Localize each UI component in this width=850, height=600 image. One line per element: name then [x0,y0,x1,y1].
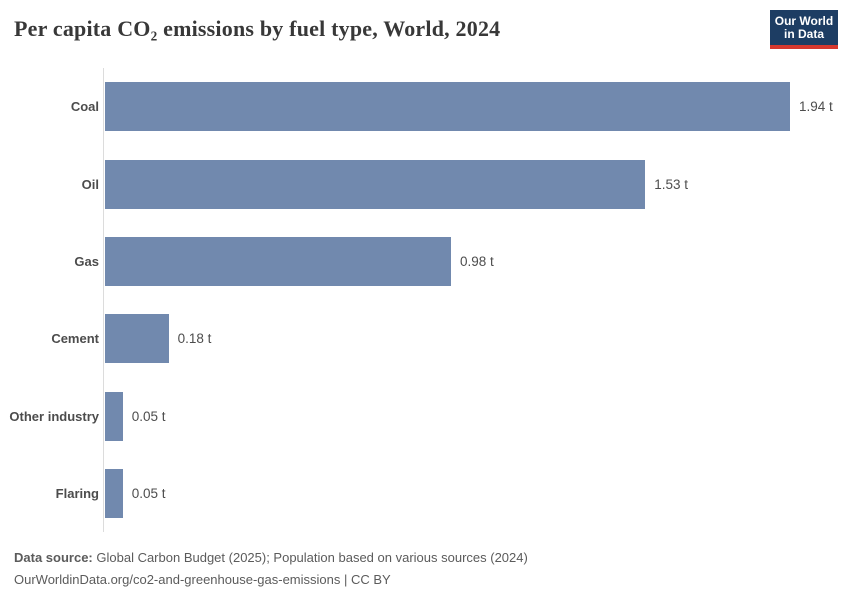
bar-zone: 1.94 t [105,82,833,132]
bar-row: Flaring 0.05 t [0,455,850,532]
bar-zone: 0.98 t [105,236,494,286]
category-label: Oil [81,176,99,192]
bar-zone: 0.18 t [105,314,212,364]
bar [105,159,646,209]
category-label: Flaring [55,486,99,502]
bar [105,314,169,364]
chart-footer: Data source: Global Carbon Budget (2025)… [14,547,528,591]
bar-rows: Coal 1.94 t Oil 1.53 t Gas 0.98 t Cement 0.18 t… [0,68,850,532]
bar-row: Other industry 0.05 t [0,378,850,455]
owid-logo: Our World in Data [770,10,838,49]
category-label: Gas [74,253,99,269]
value-label: 1.94 t [799,99,833,115]
value-label: 0.05 t [131,486,166,502]
category-label: Cement [51,331,99,347]
bar-zone: 0.05 t [105,391,166,441]
data-source-line: Data source: Global Carbon Budget (2025)… [14,547,528,569]
bar-zone: 1.53 t [105,159,688,209]
value-label: 0.18 t [177,331,212,347]
bar [105,82,790,132]
data-source-text: Global Carbon Budget (2025); Population … [96,550,528,565]
chart-title: Per capita CO₂ emissions by fuel type, W… [14,16,501,41]
bar [105,391,123,441]
bar [105,469,123,519]
owid-logo-line1: Our World [774,14,834,28]
bar-row: Gas 0.98 t [0,223,850,300]
owid-logo-line2: in Data [783,27,824,41]
attribution-line: OurWorldinData.org/co2-and-greenhouse-ga… [14,572,391,587]
y-axis-line [103,68,104,532]
category-label: Other industry [9,408,99,424]
bar-row: Cement 0.18 t [0,300,850,377]
value-label: 0.05 t [131,408,166,424]
value-label: 1.53 t [654,176,688,192]
bar [105,236,451,286]
bar-zone: 0.05 t [105,469,166,519]
category-label: Coal [70,99,99,115]
bar-chart: Coal 1.94 t Oil 1.53 t Gas 0.98 t Cement 0.18 t… [0,68,850,532]
bar-row: Coal 1.94 t [0,68,850,145]
bar-row: Oil 1.53 t [0,145,850,222]
data-source-label: Data source: [14,550,93,565]
value-label: 0.98 t [460,253,494,269]
